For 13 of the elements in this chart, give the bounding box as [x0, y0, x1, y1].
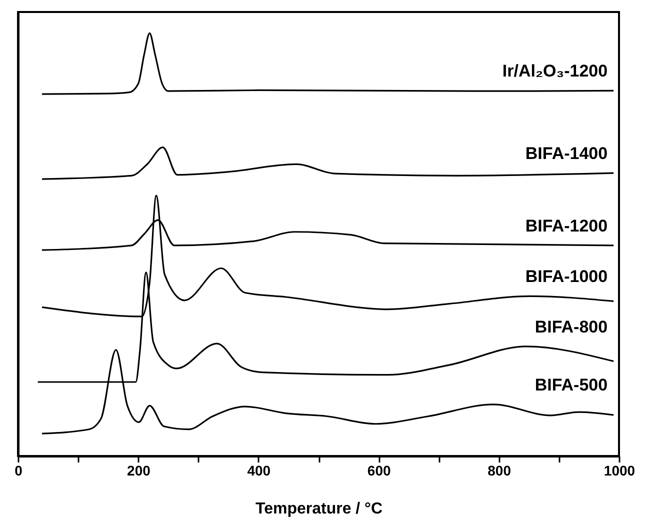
x-tick-label: 0	[14, 462, 23, 478]
x-tick-label: 400	[247, 462, 271, 478]
x-tick-label: 200	[127, 462, 151, 478]
x-tick-label: 600	[367, 462, 391, 478]
series-label: BIFA-1000	[525, 267, 608, 286]
series-label: Ir/Al₂O₃-1200	[502, 62, 608, 81]
x-tick-label: 800	[488, 462, 512, 478]
x-axis-title: Temperature / °C	[255, 500, 383, 518]
series-label: BIFA-500	[534, 375, 608, 394]
x-tick-label: 1000	[604, 462, 636, 478]
series-label: BIFA-1200	[525, 216, 608, 236]
series-label: BIFA-800	[534, 317, 608, 336]
series-label: BIFA-1400	[525, 144, 608, 164]
